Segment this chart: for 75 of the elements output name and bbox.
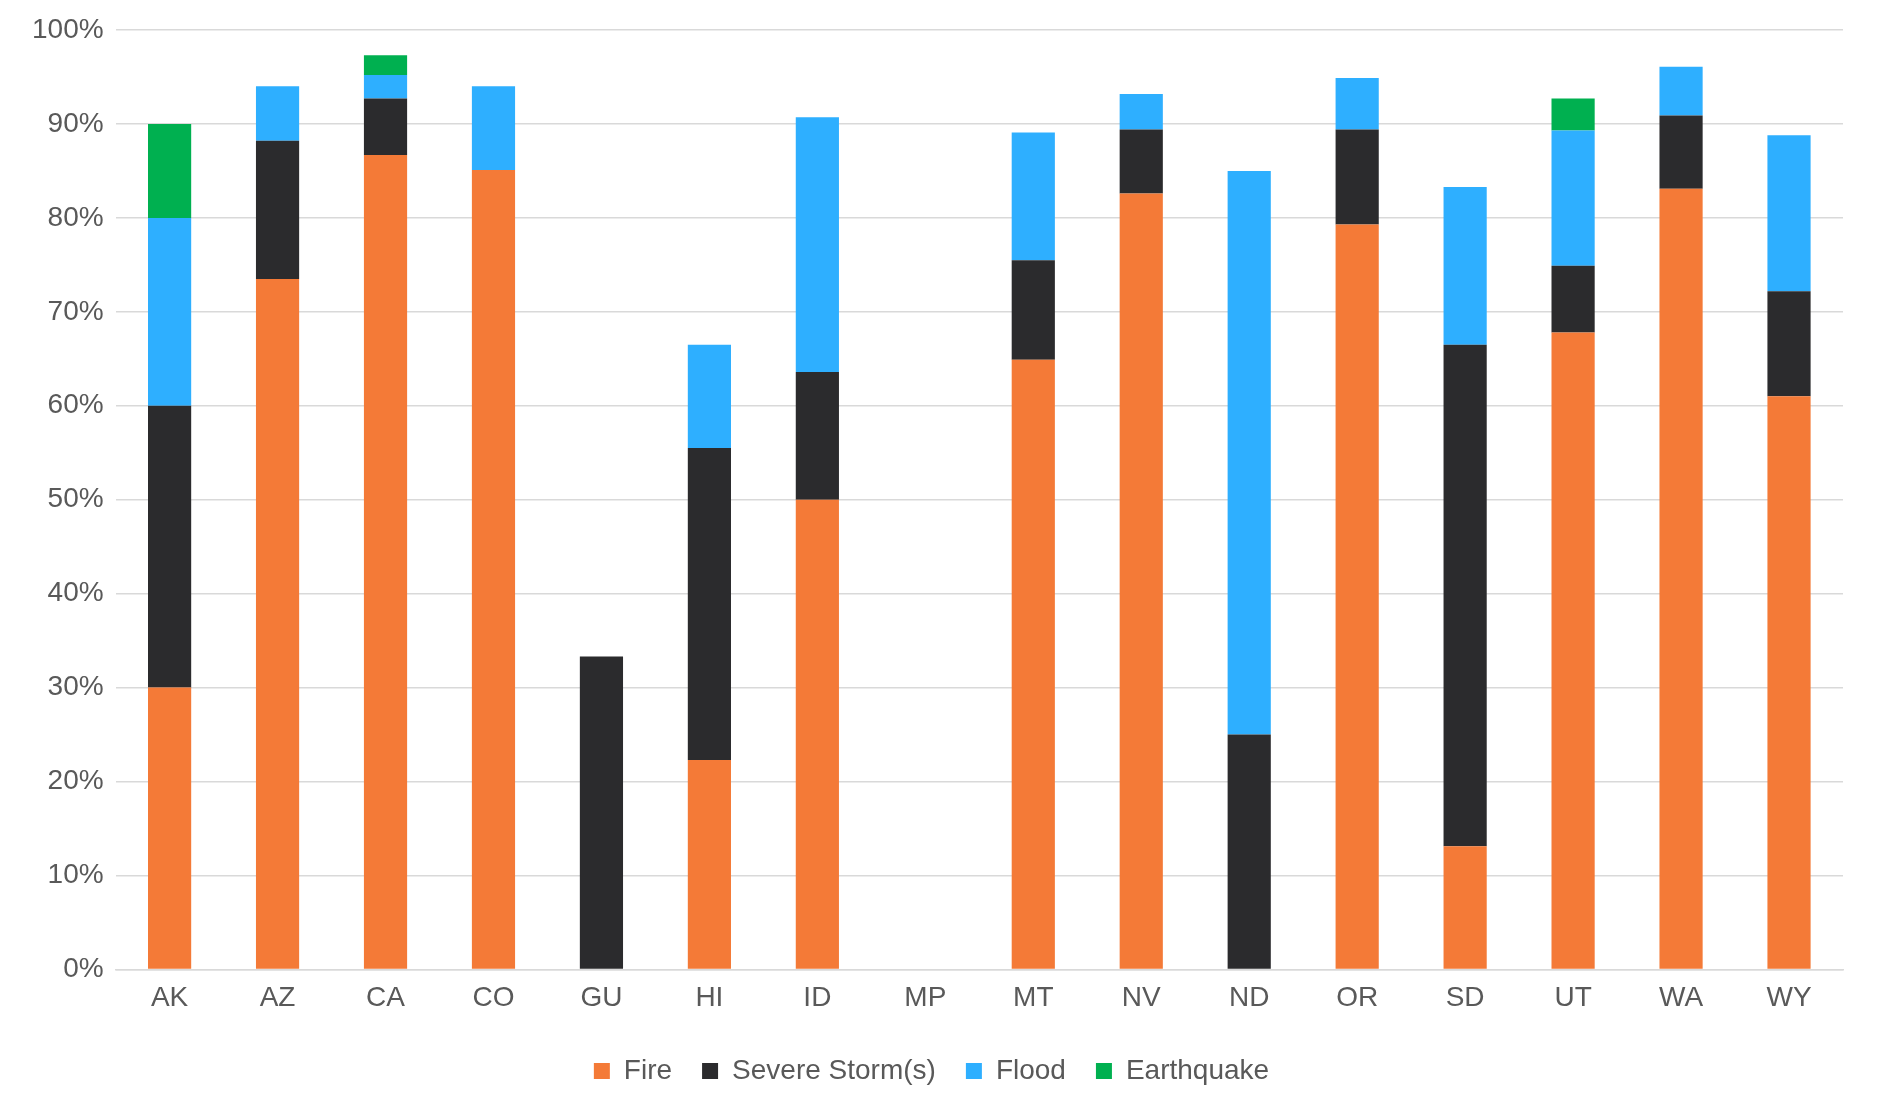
bar: [1335, 224, 1379, 969]
legend-label: Flood: [995, 1053, 1066, 1085]
x-tick-label: AZ: [259, 980, 296, 1012]
bar: [148, 217, 192, 406]
bar: [255, 278, 300, 969]
bar: [471, 169, 516, 969]
bar: [795, 499, 839, 969]
legend-label: Severe Storm(s): [732, 1053, 936, 1085]
x-tick-label: WY: [1766, 980, 1812, 1012]
legend-label: Fire: [623, 1053, 673, 1085]
x-tick-label: UT: [1554, 980, 1592, 1012]
bar: [363, 55, 408, 76]
bar: [687, 344, 731, 449]
y-tick-label: 90%: [47, 106, 104, 138]
y-tick-label: 40%: [47, 576, 104, 608]
bar: [1227, 170, 1271, 735]
bar: [1335, 77, 1379, 130]
x-tick-label: SD: [1445, 980, 1485, 1012]
bar: [1443, 186, 1487, 345]
bar: [1659, 188, 1703, 969]
bar: [1767, 135, 1811, 292]
bar: [1551, 332, 1595, 969]
bar: [1659, 115, 1703, 189]
bar: [1443, 846, 1487, 969]
y-tick-label: 30%: [47, 670, 104, 702]
bar: [1551, 265, 1595, 333]
bar: [148, 123, 192, 218]
x-tick-label: GU: [580, 980, 623, 1012]
bar: [1551, 130, 1595, 266]
bar: [1011, 359, 1055, 969]
bar: [1011, 132, 1055, 261]
bar: [687, 759, 731, 969]
y-tick-label: 20%: [47, 764, 104, 796]
legend-label: Earthquake: [1125, 1053, 1270, 1085]
bar: [1119, 193, 1163, 969]
x-tick-label: OR: [1336, 980, 1379, 1012]
bar: [148, 405, 192, 688]
x-tick-label: MP: [904, 980, 947, 1012]
x-tick-label: ND: [1228, 980, 1270, 1012]
bar: [1119, 129, 1163, 194]
y-tick-label: 70%: [47, 294, 104, 326]
bar: [1551, 98, 1595, 131]
bar: [1767, 396, 1811, 969]
y-tick-label: 50%: [47, 482, 104, 514]
x-tick-label: MT: [1013, 980, 1054, 1012]
y-tick-label: 60%: [47, 388, 104, 420]
bar: [255, 140, 300, 279]
bar: [1119, 93, 1163, 130]
x-tick-label: NV: [1121, 980, 1162, 1012]
y-tick-label: 10%: [47, 858, 104, 890]
bar: [363, 154, 408, 969]
bar: [1227, 734, 1271, 969]
x-tick-label: HI: [695, 980, 724, 1012]
y-tick-label: 80%: [47, 200, 104, 232]
bar: [687, 448, 731, 760]
bar: [471, 86, 516, 170]
bar: [148, 687, 192, 969]
x-tick-label: ID: [803, 980, 832, 1012]
x-tick-label: CA: [366, 980, 406, 1012]
bar: [795, 117, 839, 372]
bar: [1335, 129, 1379, 225]
y-tick-label: 0%: [63, 952, 104, 984]
x-tick-label: WA: [1659, 980, 1704, 1012]
bar: [1767, 291, 1811, 397]
bar: [255, 86, 300, 141]
bar: [1011, 260, 1055, 360]
y-tick-label: 100%: [31, 12, 104, 44]
bar: [795, 371, 839, 500]
bar: [1659, 66, 1703, 116]
bar: [1443, 344, 1487, 847]
bar: [363, 75, 408, 99]
bar: [579, 656, 624, 969]
bar: [363, 98, 408, 155]
x-tick-label: CO: [472, 980, 515, 1012]
x-tick-label: AK: [150, 980, 189, 1012]
